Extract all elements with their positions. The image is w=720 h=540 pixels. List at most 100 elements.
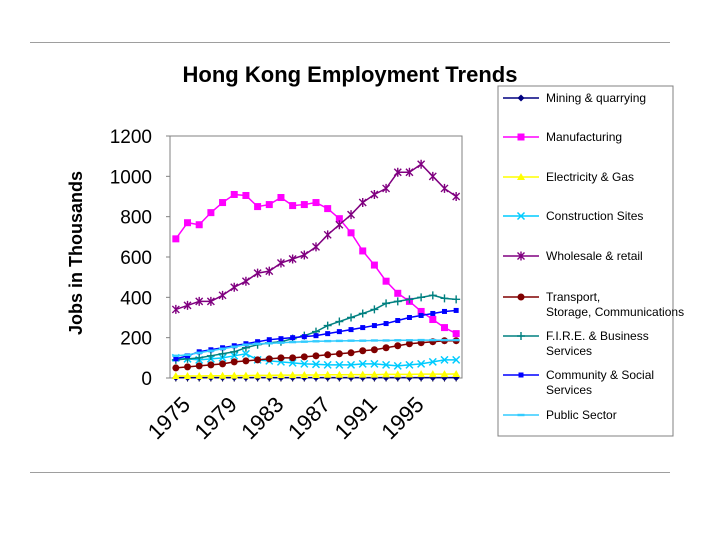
data-point-construction-sites (323, 360, 332, 369)
data-point-public-sector (394, 339, 402, 342)
data-point-transport-storage-communications (230, 358, 238, 366)
data-point-manufacturing (429, 316, 437, 324)
legend-item-construction-sites: Construction Sites (503, 209, 643, 223)
data-point-construction-sites (347, 360, 356, 369)
data-point-transport-storage-communications (172, 364, 180, 372)
chart-title: Hong Kong Employment Trends (183, 62, 518, 87)
x-tick-label: 1975 (143, 392, 195, 444)
data-point-wholesale-retail (253, 268, 262, 278)
legend-swatch-marker (517, 94, 525, 102)
legend-swatch-marker (517, 133, 525, 141)
legend-swatch-marker (518, 372, 524, 378)
data-point-community-social-services (418, 312, 424, 318)
data-point-manufacturing (219, 199, 227, 207)
legend-item-public-sector: Public Sector (503, 408, 617, 422)
data-point-manufacturing (277, 194, 285, 202)
data-point-electricity-gas (253, 371, 262, 379)
legend-label: Community & Social Services (546, 368, 654, 397)
data-point-transport-storage-communications (184, 363, 192, 371)
data-point-transport-storage-communications (195, 362, 203, 370)
data-point-community-social-services (336, 329, 342, 335)
data-point-public-sector (219, 347, 227, 350)
data-point-construction-sites (405, 360, 414, 369)
data-point-transport-storage-communications (394, 342, 402, 350)
data-point-f-i-r-e-business-services (358, 309, 367, 318)
legend-label: Electricity & Gas (546, 170, 634, 184)
data-point-f-i-r-e-business-services (230, 347, 239, 356)
data-point-f-i-r-e-business-services (452, 295, 461, 304)
y-tick-label: 200 (120, 329, 152, 350)
y-tick-label: 1200 (110, 127, 152, 148)
data-point-manufacturing (300, 201, 308, 209)
data-point-community-social-services (371, 323, 377, 329)
x-tick-label: 1979 (189, 392, 241, 444)
data-point-community-social-services (278, 336, 284, 342)
data-point-wholesale-retail (183, 300, 192, 310)
data-point-manufacturing (359, 247, 367, 255)
data-point-wholesale-retail (382, 183, 391, 193)
data-point-wholesale-retail (312, 242, 320, 252)
data-point-transport-storage-communications (405, 340, 413, 348)
data-point-transport-storage-communications (382, 344, 390, 352)
legend-label: Manufacturing (546, 130, 622, 144)
data-point-f-i-r-e-business-services (440, 294, 449, 303)
legend-item-mining-quarrying: Mining & quarrying (503, 91, 646, 105)
data-point-public-sector (277, 341, 285, 344)
data-point-transport-storage-communications (277, 354, 285, 362)
data-point-f-i-r-e-business-services (195, 353, 204, 362)
data-point-public-sector (324, 339, 332, 343)
data-point-community-social-services (453, 307, 459, 313)
legend-item-manufacturing: Manufacturing (503, 130, 622, 144)
data-point-electricity-gas (241, 371, 250, 379)
data-point-construction-sites (417, 359, 426, 368)
data-point-transport-storage-communications (207, 361, 215, 369)
data-point-f-i-r-e-business-services (218, 349, 227, 358)
data-point-transport-storage-communications (312, 352, 320, 360)
data-point-construction-sites (382, 360, 391, 369)
legend-item-wholesale-retail: Wholesale & retail (503, 249, 643, 263)
data-point-wholesale-retail (335, 220, 344, 230)
data-point-electricity-gas (358, 370, 367, 378)
data-point-construction-sites (358, 359, 367, 368)
data-point-electricity-gas (300, 370, 309, 378)
data-point-electricity-gas (288, 371, 297, 379)
data-point-electricity-gas (171, 371, 180, 379)
data-point-transport-storage-communications (359, 347, 367, 355)
data-point-community-social-services (395, 318, 401, 324)
data-point-wholesale-retail (370, 189, 379, 199)
data-point-manufacturing (452, 330, 460, 338)
data-point-transport-storage-communications (335, 350, 343, 358)
data-point-f-i-r-e-business-services (323, 321, 332, 330)
legend-box (497, 85, 674, 437)
data-point-manufacturing (172, 235, 180, 243)
data-point-f-i-r-e-business-services (393, 297, 402, 306)
legend-swatch-marker (517, 251, 525, 261)
legend-label: F.I.R.E. & Business Services (546, 329, 649, 358)
data-point-electricity-gas (417, 370, 426, 378)
data-point-transport-storage-communications (265, 355, 273, 363)
legend-item-electricity-gas: Electricity & Gas (503, 170, 634, 184)
data-point-wholesale-retail (218, 290, 227, 300)
data-point-electricity-gas (265, 371, 274, 379)
data-point-wholesale-retail (265, 266, 274, 276)
data-point-construction-sites (230, 351, 239, 360)
data-point-electricity-gas (206, 371, 215, 379)
data-point-public-sector (452, 338, 460, 342)
data-point-public-sector (335, 339, 343, 343)
data-point-f-i-r-e-business-services (382, 299, 391, 308)
data-point-electricity-gas (393, 370, 402, 378)
data-point-electricity-gas (230, 371, 239, 379)
data-point-f-i-r-e-business-services (335, 317, 344, 326)
data-point-construction-sites (218, 353, 227, 362)
series-electricity-gas (171, 369, 461, 379)
data-point-community-social-services (406, 315, 412, 320)
data-point-electricity-gas (195, 371, 204, 379)
data-point-transport-storage-communications (324, 351, 332, 359)
data-point-community-social-services (173, 356, 179, 362)
y-tick-label: 1000 (110, 167, 152, 188)
legend-swatch-marker (517, 293, 525, 301)
data-point-electricity-gas (183, 371, 192, 379)
legend-label: Mining & quarrying (546, 91, 646, 105)
x-tick-label: 1995 (376, 392, 428, 444)
data-point-public-sector (312, 340, 320, 343)
